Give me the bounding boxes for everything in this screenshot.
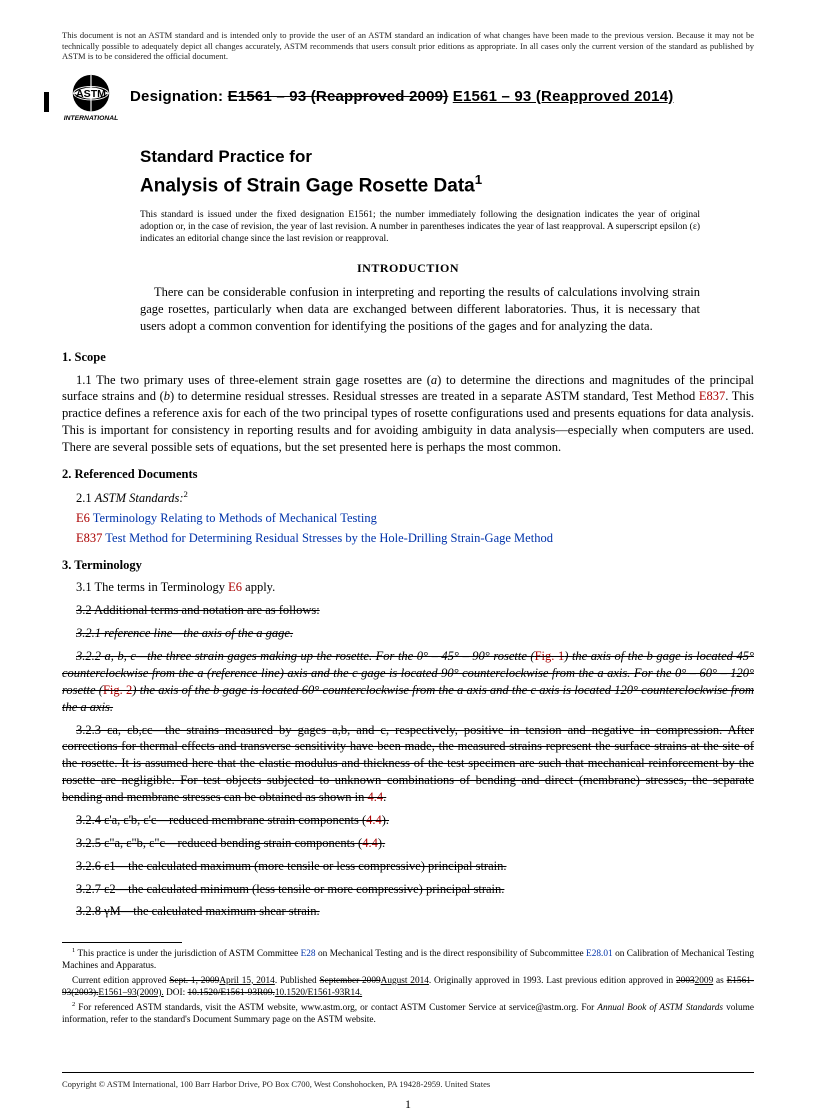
t: 3.2.5 ε"a, ε"b, ε"c—reduced bending stra… [76,836,362,850]
issuance-note: This standard is issued under the fixed … [140,209,700,246]
t: E1561–93(2009). [98,988,163,998]
para-3-2: 3.2 Additional terms and notation are as… [62,602,754,619]
t: 2003 [676,976,695,986]
para-3-2-3: 3.2.3 εa, εb,εc—the strains measured by … [62,722,754,806]
para-3-2-6: 3.2.6 ε1—the calculated maximum (more te… [62,858,754,875]
t: August 2014 [381,976,429,986]
t: 10.1520/E1561-93R14. [275,988,362,998]
ref-subcommittee-e2801[interactable]: E28.01 [586,949,613,959]
para-3-2-4: 3.2.4 ε'a, ε'b, ε'c—reduced membrane str… [62,812,754,829]
designation-label: Designation: [130,88,223,105]
para-3-1: 3.1 The terms in Terminology E6 apply. [62,579,754,596]
t: 2009 [695,976,714,986]
para-3-2-5: 3.2.5 ε"a, ε"b, ε"c—reduced bending stra… [62,835,754,852]
ref-e837-line: E837 Test Method for Determining Residua… [76,530,754,547]
t: . Published [275,976,320,986]
t: 10.1520/E1561-93R09. [188,988,275,998]
title-main: Analysis of Strain Gage Rosette Data [140,175,475,196]
introduction-heading: INTRODUCTION [62,260,754,276]
svg-text:INTERNATIONAL: INTERNATIONAL [64,115,118,122]
fn-ref-2: 2 [184,489,188,499]
astm-logo: ASTM INTERNATIONAL [62,72,120,122]
para-2-1: 2.1 ASTM Standards:2 [76,489,754,507]
ref-e6-code[interactable]: E6 [76,511,90,525]
t: ) the axis of the b gage is located 60° … [62,683,754,714]
section-2-head: 2. Referenced Documents [62,466,754,483]
ref-4-4-a[interactable]: 4.4 [367,790,383,804]
ref-e837-title[interactable]: Test Method for Determining Residual Str… [102,531,553,545]
ref-e6-2[interactable]: E6 [228,580,242,594]
t: 2.1 [76,491,95,505]
t: on Mechanical Testing and is the direct … [316,949,586,959]
t: apply. [242,580,275,594]
t: 3.2.3 εa, εb,εc—the strains measured by … [62,723,754,805]
t: April 15, 2014 [219,976,274,986]
t: . [383,790,386,804]
section-3-head: 3. Terminology [62,557,754,574]
footnote-rule [62,942,182,943]
designation-old: E1561 – 93 (Reapproved 2009) [228,88,449,105]
title-footnote-ref: 1 [475,172,482,187]
section-1-head: 1. Scope [62,349,754,366]
t: 3.2.2 a, b, c—the three strain gages mak… [76,649,535,663]
ref-4-4-c[interactable]: 4.4 [362,836,378,850]
designation-new: E1561 – 93 (Reapproved 2014) [453,88,674,105]
ref-e837-code[interactable]: E837 [76,531,102,545]
t: This practice is under the jurisdiction … [75,949,300,959]
para-3-2-1: 3.2.1 reference line—the axis of the a g… [62,625,754,642]
t: September 2009 [319,976,380,986]
introduction-body: There can be considerable confusion in i… [140,284,700,335]
t: 3.2.4 ε'a, ε'b, ε'c—reduced membrane str… [76,813,366,827]
t: ). [382,813,389,827]
title-line2: Analysis of Strain Gage Rosette Data1 [140,171,754,199]
para-3-2-7: 3.2.7 ε2—the calculated minimum (less te… [62,881,754,898]
t: Annual Book of ASTM Standards [597,1003,723,1013]
disclaimer-banner: This document is not an ASTM standard an… [62,30,754,62]
footnote-1b: Current edition approved Sept. 1, 2009Ap… [62,975,754,999]
para-3-2-8: 3.2.8 γM—the calculated maximum shear st… [62,903,754,920]
t: Sept. 1, 2009 [169,976,219,986]
para-3-2-2: 3.2.2 a, b, c—the three strain gages mak… [62,648,754,716]
title-line1: Standard Practice for [140,146,754,169]
ref-e6-title[interactable]: Terminology Relating to Methods of Mecha… [90,511,377,525]
t: ). [378,836,385,850]
change-bar [44,92,49,112]
t: 3.2.1 reference line—the axis of the a g… [76,626,293,640]
t: Current edition approved [72,976,169,986]
ref-e837[interactable]: E837 [699,389,725,403]
t: 1.1 The two primary uses of three-elemen… [76,373,431,387]
t: as [713,976,726,986]
footnote-1: 1 This practice is under the jurisdictio… [62,947,754,972]
para-1-1: 1.1 The two primary uses of three-elemen… [62,372,754,456]
t: For referenced ASTM standards, visit the… [75,1003,597,1013]
t: 3.1 The terms in Terminology [76,580,228,594]
svg-text:ASTM: ASTM [76,88,106,100]
ref-fig1[interactable]: Fig. 1 [535,649,565,663]
copyright-line: Copyright © ASTM International, 100 Barr… [62,1079,754,1090]
page-number: 1 [62,1096,754,1112]
t: DOI: [164,988,188,998]
t: ) to determine residual stresses. Residu… [170,389,699,403]
t: ASTM Standards: [95,491,184,505]
ref-fig2[interactable]: Fig. 2 [103,683,132,697]
ref-committee-e28[interactable]: E28 [301,949,316,959]
header-row: ASTM INTERNATIONAL Designation: E1561 – … [62,72,754,122]
bottom-rule [62,1072,754,1073]
footnote-2: 2 For referenced ASTM standards, visit t… [62,1001,754,1026]
designation-line: Designation: E1561 – 93 (Reapproved 2009… [130,87,673,107]
ref-e6-line: E6 Terminology Relating to Methods of Me… [76,510,754,527]
title-block: Standard Practice for Analysis of Strain… [140,146,754,199]
t: . Originally approved in 1993. Last prev… [429,976,676,986]
ref-4-4-b[interactable]: 4.4 [366,813,382,827]
